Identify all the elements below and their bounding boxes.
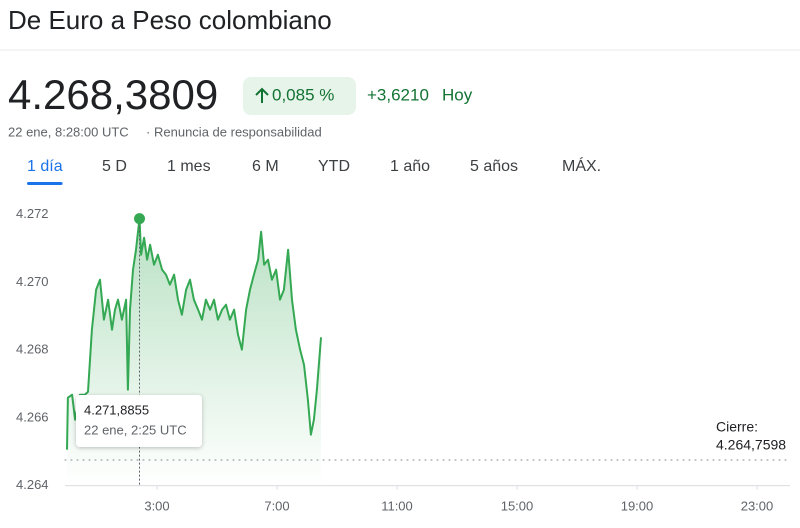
x-tick-label: 11:00 — [381, 498, 413, 513]
chart: 4.264 4.266 4.268 4.270 4.272 3:00 7:00 11:00 15… — [16, 206, 791, 513]
change-percent: 0,085 % — [272, 85, 334, 104]
tab[interactable]: YTD — [318, 158, 350, 175]
change-chip — [243, 77, 356, 115]
tab[interactable]: MÁX. — [562, 156, 601, 175]
timestamp: 22 ene, 8:28:00 UTC — [8, 124, 129, 139]
tab[interactable]: 1 mes — [167, 158, 211, 175]
price: 4.268,3809 — [8, 71, 218, 118]
tabs: 1 día 5 D 1 mes 6 M YTD 1 año 5 años MÁX. — [27, 156, 601, 185]
line — [66, 217, 323, 450]
x-tick-label: 23:00 — [741, 498, 774, 513]
tab[interactable]: 5 D — [102, 158, 127, 175]
change-absolute: +3,6210 — [367, 85, 429, 104]
x-tick-label: 15:00 — [501, 498, 534, 513]
y-tick-label: 4.266 — [16, 409, 49, 424]
disclaimer[interactable]: Renuncia de responsabilidad — [154, 124, 322, 139]
title: De Euro a Peso colombiano — [8, 5, 332, 35]
y-tick-label: 4.268 — [16, 342, 49, 357]
y-tick-label: 4.270 — [16, 274, 49, 289]
tooltip-value: 4.271,8855 — [84, 402, 149, 417]
close-label: Cierre: — [716, 419, 758, 435]
x-tick-label: 7:00 — [264, 498, 289, 513]
y-tick-label: 4.272 — [16, 206, 49, 221]
separator: · — [146, 124, 150, 139]
up-arrow — [255, 87, 269, 103]
tooltip-time: 22 ene, 2:25 UTC — [84, 422, 187, 437]
tab[interactable]: 6 M — [252, 158, 279, 175]
tab[interactable]: 5 años — [470, 158, 518, 175]
close-value: 4.264,7598 — [716, 437, 786, 453]
tab[interactable]: 1 día — [27, 158, 63, 175]
change-period: Hoy — [442, 85, 473, 104]
tab-indicator — [27, 182, 63, 185]
tooltip-box — [76, 395, 202, 447]
x-tick-label: 19:00 — [621, 498, 654, 513]
tab[interactable]: 1 año — [390, 158, 430, 175]
tooltip-point — [134, 213, 146, 225]
y-tick-label: 4.264 — [16, 477, 49, 492]
x-tick-label: 3:00 — [144, 498, 169, 513]
